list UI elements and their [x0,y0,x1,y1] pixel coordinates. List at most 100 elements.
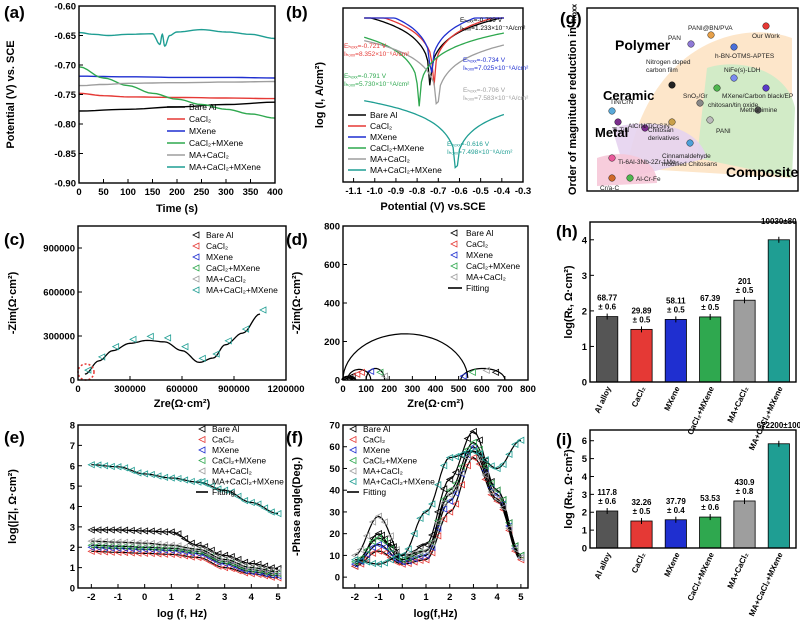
f-xtick-label: 5 [518,592,524,603]
nyquist-fit-line [84,313,261,375]
i-ylabel: log (Rₜₜ, Ω·cm²) [563,449,575,529]
h-ylabel: log(Rₜ, Ω·cm²) [563,265,575,339]
tafel-curve-3 [364,32,505,107]
i-value-label: 430.9 [734,478,755,487]
phase-point [487,488,495,496]
panel-label-e: (e) [4,428,25,447]
comparison-marker [687,40,695,48]
phase-point [428,549,436,557]
h-category-label: MXene [663,385,682,413]
bode-point [227,557,235,565]
phase-point [463,434,471,443]
bode-point [154,550,162,558]
phase-point [481,471,489,479]
phase-point [511,440,519,448]
phase-point [422,508,430,516]
phase-point [451,484,460,492]
bode-point [140,549,149,558]
b-legend-label: MA+CaCl₂+MXene [370,165,442,175]
i-bar [596,510,619,549]
comparison-marker [686,139,694,147]
panel-label-a: (a) [4,3,25,22]
phase-point [475,454,483,462]
e-legend-label: MXene [212,445,239,455]
i-value-label: 53.53 [700,494,721,503]
f-legend-marker [349,467,357,475]
d-ytick-label: 0 [335,376,340,387]
bode-point [194,541,202,549]
phase-point [511,545,519,553]
d-xlabel: Zre(Ω·cm²) [407,398,464,410]
tafel-curve-2 [364,17,504,73]
h-value-label: 29.89 [631,306,652,315]
i-value-label: ± 0.8 [736,487,754,496]
phase-point [386,545,394,553]
comparison-label: MXene/Carbon black/EP [722,93,793,100]
phase-point [469,443,477,451]
comparison-marker [707,31,715,39]
comparison-marker [641,124,649,132]
phase-point [445,475,454,483]
e-legend-marker [198,435,206,444]
f-xtick-label: -2 [351,592,359,603]
e-ytick-label: 3 [70,522,75,533]
comparison-label: Cinnamaldehyde [662,153,711,160]
nyquist-zoom-point [468,368,476,376]
phase-point [356,556,365,565]
phase-point [475,449,483,458]
d-xtick-label: 500 [451,384,467,395]
bode-point [107,538,115,546]
e-legend-marker [198,446,206,454]
bode-point [214,485,222,493]
c-legend-marker [192,231,200,239]
bode-point [207,558,215,567]
h-bar [664,319,687,383]
phase-point [516,436,525,444]
d-legend-label: CaCl₂ [466,239,488,249]
b-xtick-label: -0.4 [494,186,511,197]
phase-point [410,549,418,557]
phase-point [439,505,448,513]
bode-point [200,547,209,555]
phase-point [505,524,513,532]
d-xtick-label: 700 [497,384,513,395]
bode-point [274,568,282,576]
b-xtick-label: -0.6 [451,186,467,197]
i-bar [733,500,756,549]
phase-point [374,547,382,555]
bode-point [254,500,262,508]
bode-point [127,526,135,535]
a-xtick-label: 200 [169,187,185,198]
group-label-composite-coating: Composite coating [726,164,800,180]
phase-point [457,481,465,489]
bode-point [154,544,162,552]
nyquist-point [111,343,120,351]
bode-point [187,545,195,553]
bode-point [240,558,249,567]
nyquist-point [129,335,137,343]
bode-point [200,555,209,563]
comparison-marker [730,74,738,82]
f-legend-marker [349,435,357,444]
i-ytick-label: 4 [582,472,588,483]
phase-point [499,496,507,504]
bode-point [87,547,95,555]
tafel-ecorr-0: Eₕₒₓₓ=-0.739 V [460,17,503,24]
phase-point [362,558,371,566]
phase-point [457,450,465,458]
group-label-ceramic: Ceramic [603,88,654,103]
phase-point [463,453,471,462]
f-ytick-label: 40 [329,486,340,497]
panel-label-d: (d) [286,230,308,249]
comparison-label: NiFe(s)-LDH [724,67,761,74]
bode-point [147,527,155,535]
f-legend-label: CaCl₂+MXene [363,456,417,466]
bode-point [160,528,169,536]
bode-point [94,461,102,469]
h-bar [630,328,653,383]
ocp-line-3 [78,66,276,119]
phase-point [416,552,424,561]
phase-point [368,549,377,557]
nyquist-point [181,343,189,351]
bode-point [220,486,229,494]
